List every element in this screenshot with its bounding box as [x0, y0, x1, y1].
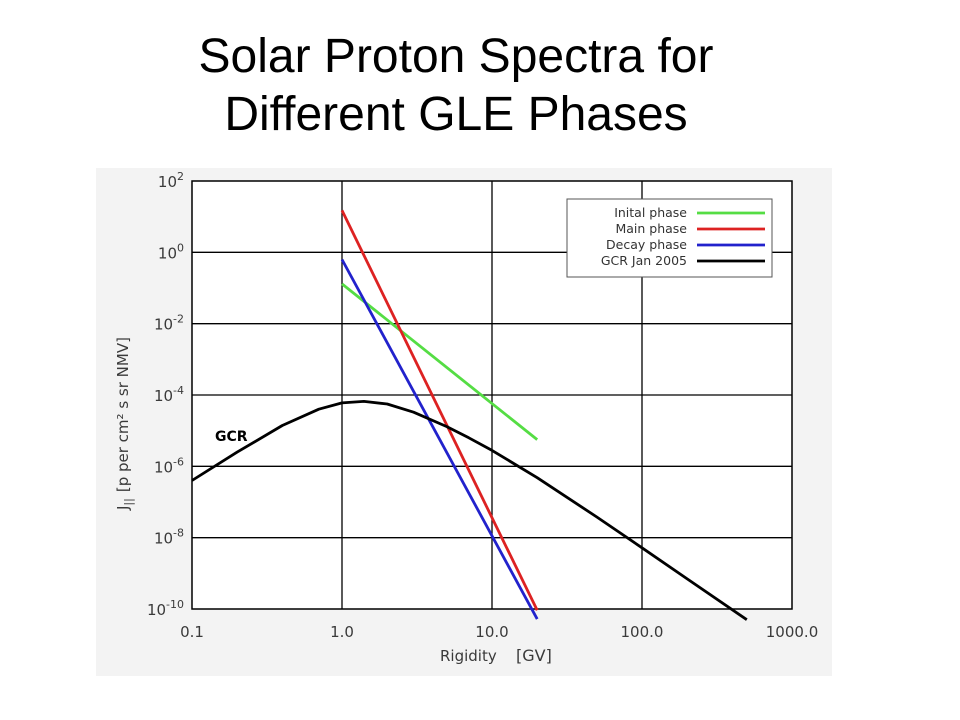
legend-label-2: Main phase	[615, 221, 687, 236]
x-axis-title: Rigidity	[440, 647, 497, 665]
y-tick-label: 10-10	[147, 598, 184, 619]
y-tick-label: 100	[158, 241, 184, 262]
series-line-3	[340, 258, 539, 620]
series-line-4	[191, 399, 748, 621]
y-tick-labels: 10-10 10-8 10-6 10-4 10-2 100 102	[147, 170, 184, 619]
y-axis-title: J|| [p per cm² s sr NMV]	[114, 337, 135, 511]
y-axis-title-main: J	[114, 506, 132, 511]
y-tick-label: 10-2	[154, 313, 184, 334]
y-tick-label: 10-4	[154, 384, 184, 405]
legend-label-1: Inital phase	[614, 205, 687, 220]
x-axis-unit: [GV]	[516, 646, 552, 665]
x-tick-label: 100.0	[621, 623, 664, 641]
x-tick-label: 10.0	[475, 623, 508, 641]
series-line-2	[340, 209, 539, 611]
slide-title-line-2: Different GLE Phases	[224, 88, 688, 141]
series-line-1	[341, 282, 539, 441]
legend-label-4: GCR Jan 2005	[601, 253, 687, 268]
x-tick-label: 0.1	[180, 623, 204, 641]
gcr-annotation: GCR	[215, 429, 248, 445]
x-tick-label: 1.0	[330, 623, 354, 641]
y-axis-title-unit: [p per cm² s sr NMV]	[114, 337, 132, 492]
y-tick-label: 102	[158, 170, 184, 191]
x-tick-label: 1000.0	[766, 623, 819, 641]
legend-label-3: Decay phase	[606, 237, 687, 252]
y-tick-label: 10-6	[154, 455, 184, 476]
y-tick-label: 10-8	[154, 527, 184, 548]
x-tick-labels: 0.1 1.0 10.0 100.0 1000.0	[180, 623, 818, 641]
y-axis-title-sub: ||	[122, 498, 135, 505]
series-lines	[191, 209, 748, 621]
slide-title: Solar Proton Spectra for Different GLE P…	[0, 28, 912, 144]
slide-title-line-1: Solar Proton Spectra for	[198, 30, 714, 83]
